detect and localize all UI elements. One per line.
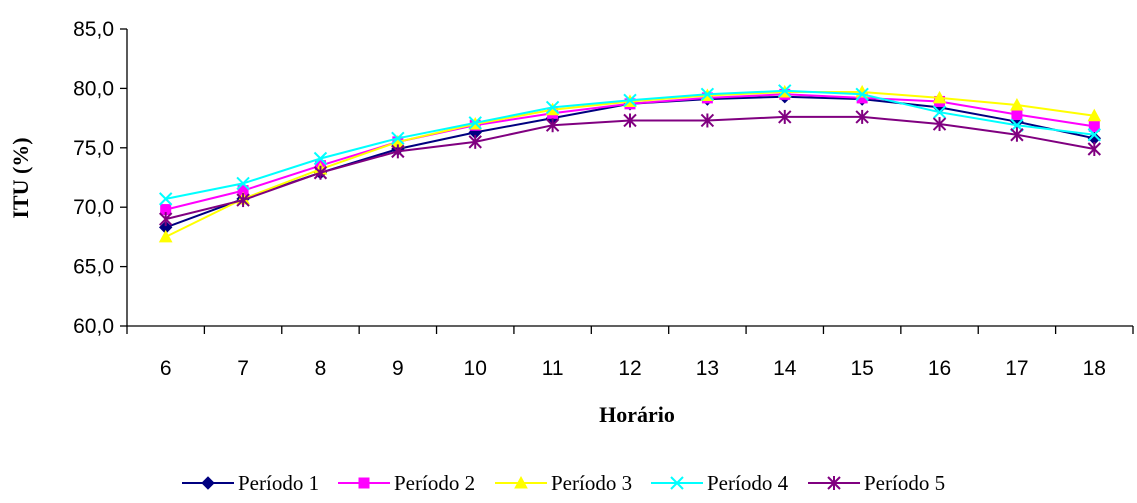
series-5-point [545, 118, 560, 133]
legend-marker [514, 475, 528, 489]
legend-item-5: Período 5 [808, 471, 945, 495]
series-1 [158, 90, 1102, 235]
x-tick-label: 8 [315, 357, 327, 380]
series-5-point [468, 134, 482, 149]
series-5-point [158, 212, 173, 227]
series-4-point [313, 151, 328, 166]
legend-label: Período 4 [707, 471, 789, 495]
legend-item-2: Período 2 [338, 471, 475, 495]
series-5-point [623, 113, 637, 128]
series-5-line [165, 115, 1095, 221]
series-layer [158, 84, 1102, 243]
series-2 [160, 88, 1100, 216]
x-tick-label: 18 [1083, 357, 1106, 380]
series-5-point [1010, 127, 1024, 142]
x-tick-label: 7 [237, 357, 249, 380]
y-tick-label: 70,0 [73, 196, 114, 219]
series-5-point [700, 113, 715, 128]
x-tick-label: 14 [773, 357, 797, 380]
series-5-point [778, 109, 792, 124]
y-tick-label: 85,0 [73, 18, 114, 41]
series-2-line [165, 93, 1095, 211]
x-axis-title: Horário [599, 402, 675, 427]
legend-label: Período 5 [864, 471, 945, 495]
series-2-point [1011, 109, 1023, 121]
series-4-point [391, 131, 405, 146]
y-tick-label: 75,0 [73, 137, 114, 160]
x-tick-label: 13 [696, 357, 719, 380]
legend-marker [358, 477, 370, 489]
x-tick-label: 6 [160, 357, 172, 380]
series-5 [158, 109, 1102, 227]
series-5-point [855, 109, 869, 124]
legend-marker [201, 476, 215, 490]
legend-label: Período 1 [238, 471, 319, 495]
series-4-point [1087, 128, 1102, 142]
series-3-point [932, 90, 947, 104]
y-tick-label: 60,0 [73, 315, 114, 338]
legend-item-4: Período 4 [651, 471, 789, 495]
series-4-point [158, 192, 173, 206]
y-tick-label: 65,0 [73, 256, 114, 279]
x-tick-label: 15 [850, 357, 873, 380]
legend-marker [827, 476, 841, 490]
x-tick-label: 11 [542, 357, 564, 380]
series-4-point [623, 93, 637, 107]
series-4-point [1010, 118, 1024, 132]
x-tick-label: 12 [618, 357, 641, 380]
series-4 [158, 84, 1102, 206]
legend-item-3: Período 3 [495, 471, 632, 495]
legend-item-1: Período 1 [182, 471, 319, 495]
series-5-point [236, 193, 250, 208]
series-4-point [778, 84, 792, 98]
x-axis: 6 7 8 9 10 11 12 13 14 15 16 17 18 [126, 325, 1134, 380]
series-4-point [932, 105, 947, 119]
series-4-point [700, 87, 715, 102]
series-4-point [236, 176, 250, 191]
series-5-point [391, 144, 405, 159]
legend-marker [670, 476, 684, 490]
x-tick-label: 17 [1005, 357, 1028, 380]
series-3-point [1010, 97, 1024, 111]
y-tick-label: 80,0 [73, 77, 114, 100]
y-axis: 60,0 65,0 70,0 75,0 80,0 85,0 [73, 18, 128, 338]
legend: Período 1 Período 2 Período 3 Período 4 Perí… [182, 471, 945, 495]
legend-label: Período 3 [551, 471, 632, 495]
series-3-point [1087, 108, 1102, 122]
series-5-point [313, 165, 328, 180]
y-axis-title: ITU (%) [8, 137, 33, 218]
legend-label: Período 2 [394, 471, 475, 495]
series-4-point [468, 116, 482, 130]
series-4-point [545, 100, 560, 115]
series-2-point [1088, 120, 1100, 132]
x-tick-label: 16 [928, 357, 951, 380]
x-tick-label: 9 [392, 357, 404, 380]
x-tick-label: 10 [464, 357, 487, 380]
series-5-point [932, 117, 947, 132]
series-5-point [1087, 141, 1102, 156]
series-3-point [158, 229, 173, 243]
series-4-point [855, 87, 869, 102]
